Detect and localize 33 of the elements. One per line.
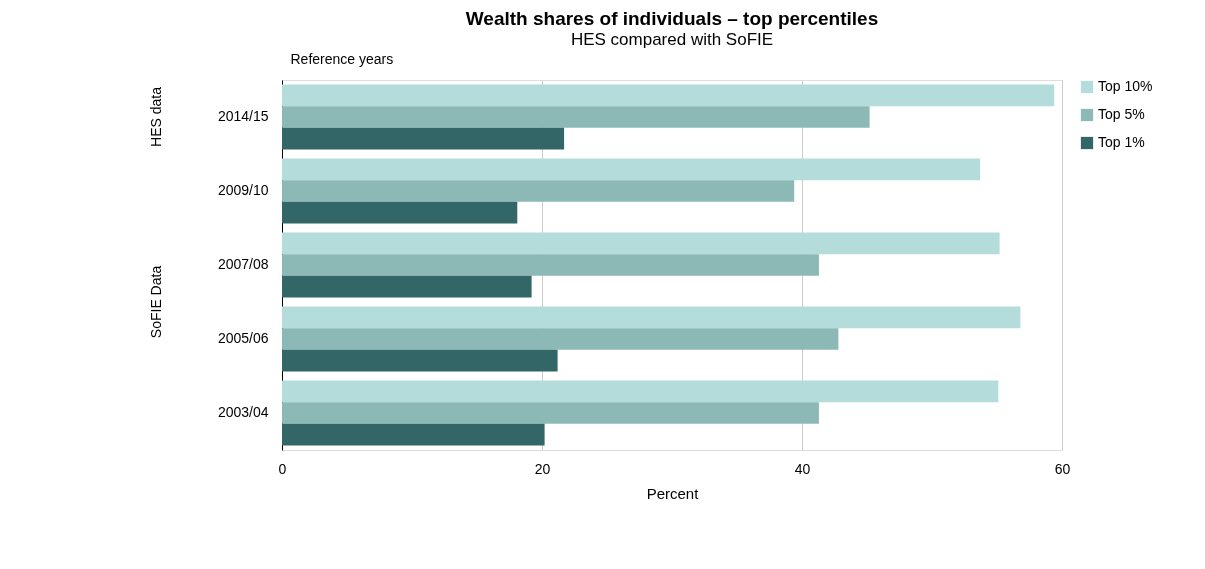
text: HES data (148, 86, 164, 147)
bar (282, 349, 558, 372)
x-tick-label: 20 (534, 460, 551, 477)
x-tick-label: 0 (278, 460, 287, 477)
bar (282, 275, 532, 298)
bar (282, 402, 819, 424)
bar (282, 254, 819, 276)
bar (282, 106, 870, 128)
legend-label: Top 10% (1098, 78, 1153, 94)
bar (282, 158, 981, 181)
bar (282, 201, 518, 224)
bar (282, 380, 999, 403)
y-tick-label: 2009/10 (217, 182, 269, 198)
bar (282, 328, 839, 350)
y-tick-label: 2005/06 (217, 330, 269, 346)
bar (282, 306, 1021, 329)
y-tick-label: 2014/15 (217, 108, 269, 124)
x-axis-title: Percent (646, 484, 700, 502)
bar (282, 127, 565, 150)
x-tick-label: 60 (1054, 460, 1071, 477)
legend-label: Top 1% (1098, 134, 1145, 150)
x-tick-label: 40 (794, 460, 811, 477)
y-tick-label: 2003/04 (217, 404, 269, 420)
legend-label: Top 5% (1098, 106, 1145, 122)
bar (282, 180, 795, 202)
chart-title: Wealth shares of individuals – top percentiles (465, 8, 879, 29)
y-axis-title: Reference years (290, 50, 394, 67)
chart-subtitle: HES compared with SoFIE (570, 30, 774, 49)
bar (282, 423, 545, 446)
bar (282, 84, 1055, 107)
text: SoFIE Data (148, 265, 164, 339)
bar (282, 232, 1000, 255)
y-tick-label: 2007/08 (217, 256, 269, 272)
